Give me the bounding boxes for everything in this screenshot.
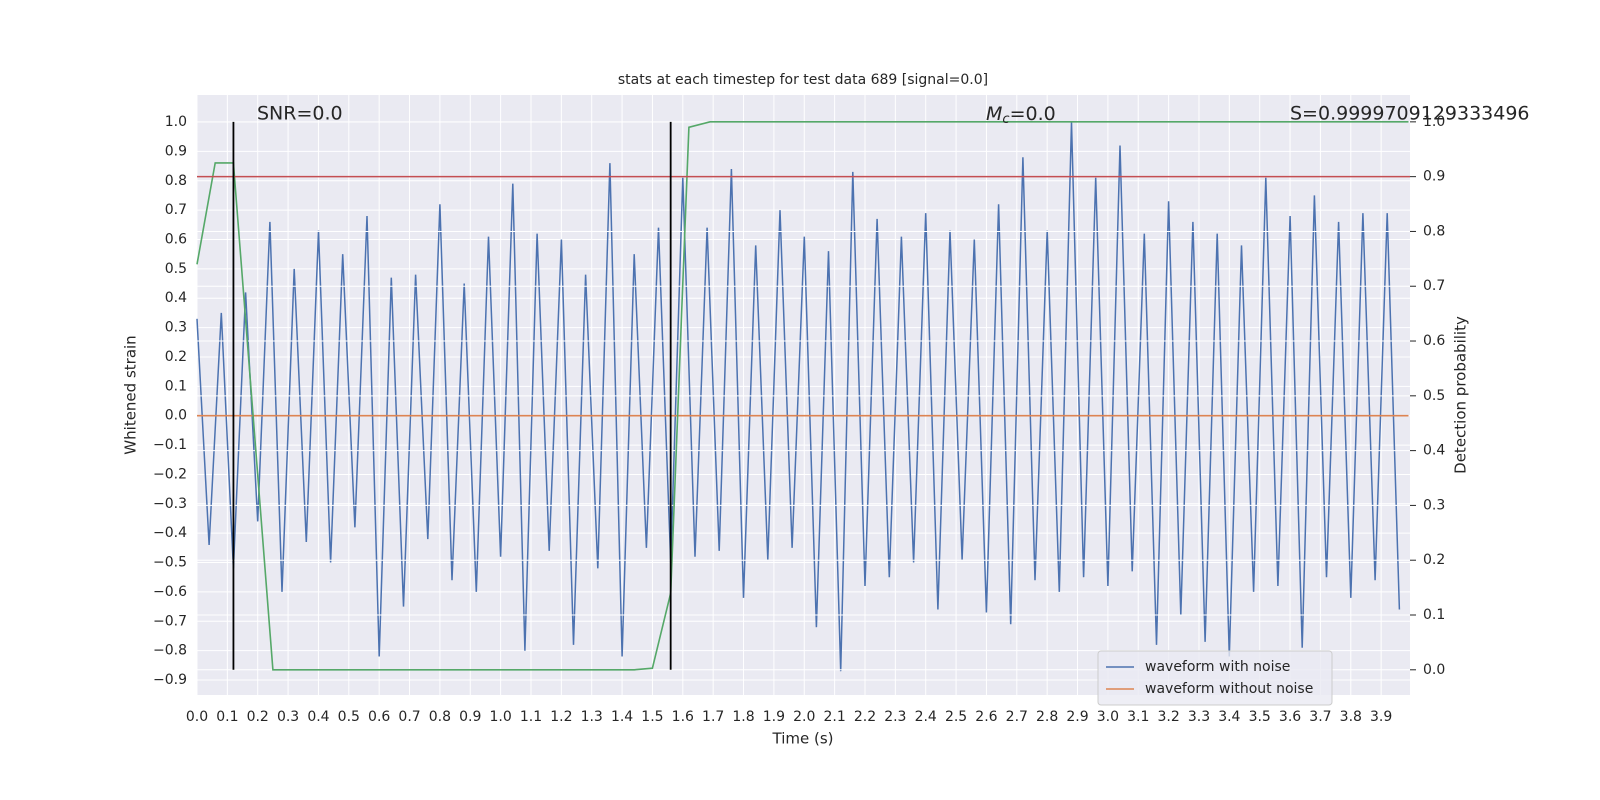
y-tick-label: 0.6 xyxy=(165,231,187,247)
x-tick-label: 2.9 xyxy=(1066,709,1088,725)
x-tick-label: 3.4 xyxy=(1218,709,1240,725)
x-axis-label: Time (s) xyxy=(772,730,834,748)
legend-label: waveform with noise xyxy=(1145,659,1290,675)
x-tick-label: 2.4 xyxy=(915,709,937,725)
x-tick-label: 0.7 xyxy=(398,709,420,725)
x-tick-label: 1.8 xyxy=(732,709,754,725)
y-tick-label: −0.9 xyxy=(153,672,187,688)
x-tick-label: 2.2 xyxy=(854,709,876,725)
y2-tick-label: 0.7 xyxy=(1423,278,1445,294)
y-tick-label: 0.4 xyxy=(165,290,187,306)
y-tick-label: 0.3 xyxy=(165,320,187,336)
x-tick-label: 1.3 xyxy=(581,709,603,725)
y-tick-label: −0.5 xyxy=(153,555,187,571)
legend-label: waveform without noise xyxy=(1145,681,1313,697)
y-tick-label: −0.1 xyxy=(153,437,187,453)
y-tick-label: −0.4 xyxy=(153,525,187,541)
x-tick-label: 0.8 xyxy=(429,709,451,725)
series-line xyxy=(196,121,1401,672)
mc-annotation: Mc=0.0 xyxy=(986,103,1056,127)
x-tick-label: 3.1 xyxy=(1127,709,1149,725)
plot-area xyxy=(197,95,1410,695)
y2-axis-label: Detection probability xyxy=(1452,316,1470,474)
x-tick-label: 1.1 xyxy=(520,709,542,725)
x-tick-label: 2.7 xyxy=(1006,709,1028,725)
y-tick-label: 0.0 xyxy=(165,408,187,424)
y2-tick-label: 0.5 xyxy=(1423,388,1445,404)
x-tick-label: 1.6 xyxy=(672,709,694,725)
chart-title: stats at each timestep for test data 689… xyxy=(618,72,988,88)
y-axis-label: Whitened strain xyxy=(122,335,140,454)
legend-box xyxy=(1097,650,1333,706)
x-tick-label: 1.7 xyxy=(702,709,724,725)
y-tick-label: 0.2 xyxy=(165,349,187,365)
x-tick-label: 1.2 xyxy=(550,709,572,725)
x-tick-label: 0.4 xyxy=(307,709,329,725)
y-tick-label: −0.3 xyxy=(153,496,187,512)
x-tick-label: 0.9 xyxy=(459,709,481,725)
y-tick-label: −0.6 xyxy=(153,584,187,600)
y-tick-label: 0.9 xyxy=(165,143,187,159)
x-tick-label: 2.1 xyxy=(823,709,845,725)
x-tick-label: 2.6 xyxy=(975,709,997,725)
x-tick-label: 0.1 xyxy=(216,709,238,725)
mc-subscript: c xyxy=(1002,112,1009,127)
y2-tick-label: 0.3 xyxy=(1423,497,1445,513)
x-tick-label: 2.8 xyxy=(1036,709,1058,725)
x-tick-label: 1.9 xyxy=(763,709,785,725)
x-tick-label: 0.2 xyxy=(247,709,269,725)
mc-text: =0.0 xyxy=(1010,103,1056,125)
x-tick-label: 3.5 xyxy=(1249,709,1271,725)
x-tick-label: 0.0 xyxy=(186,709,208,725)
y-tick-label: −0.7 xyxy=(153,613,187,629)
x-tick-label: 3.8 xyxy=(1340,709,1362,725)
x-tick-label: 2.0 xyxy=(793,709,815,725)
y-tick-label: 0.7 xyxy=(165,202,187,218)
y-tick-label: −0.2 xyxy=(153,466,187,482)
x-tick-label: 1.5 xyxy=(641,709,663,725)
x-tick-label: 0.5 xyxy=(338,709,360,725)
y2-tick-label: 0.4 xyxy=(1423,443,1445,459)
y-tick-label: −0.8 xyxy=(153,643,187,659)
x-tick-label: 1.0 xyxy=(489,709,511,725)
y-tick-label: 0.5 xyxy=(165,261,187,277)
y-tick-label: 0.8 xyxy=(165,173,187,189)
s-annotation: S=0.9999709129333496 xyxy=(1290,103,1530,125)
y2-tick-label: 1.0 xyxy=(1423,114,1445,130)
y2-tick-label: 0.9 xyxy=(1423,169,1445,185)
x-tick-label: 1.4 xyxy=(611,709,633,725)
x-tick-label: 3.0 xyxy=(1097,709,1119,725)
x-tick-label: 3.6 xyxy=(1279,709,1301,725)
x-tick-label: 0.3 xyxy=(277,709,299,725)
x-tick-label: 0.6 xyxy=(368,709,390,725)
x-tick-label: 2.3 xyxy=(884,709,906,725)
x-tick-label: 2.5 xyxy=(945,709,967,725)
y2-tick-label: 0.1 xyxy=(1423,607,1445,623)
x-tick-label: 3.7 xyxy=(1309,709,1331,725)
y-tick-label: 1.0 xyxy=(165,114,187,130)
y2-tick-label: 0.6 xyxy=(1423,333,1445,349)
mc-symbol: M xyxy=(986,103,1002,125)
snr-annotation: SNR=0.0 xyxy=(257,103,343,125)
y2-tick-label: 0.0 xyxy=(1423,662,1445,678)
x-tick-label: 3.9 xyxy=(1370,709,1392,725)
series-line xyxy=(196,121,1409,671)
x-tick-label: 3.2 xyxy=(1157,709,1179,725)
x-tick-label: 3.3 xyxy=(1188,709,1210,725)
y2-tick-label: 0.2 xyxy=(1423,552,1445,568)
y2-tick-label: 0.8 xyxy=(1423,223,1445,239)
y-tick-label: 0.1 xyxy=(165,378,187,394)
